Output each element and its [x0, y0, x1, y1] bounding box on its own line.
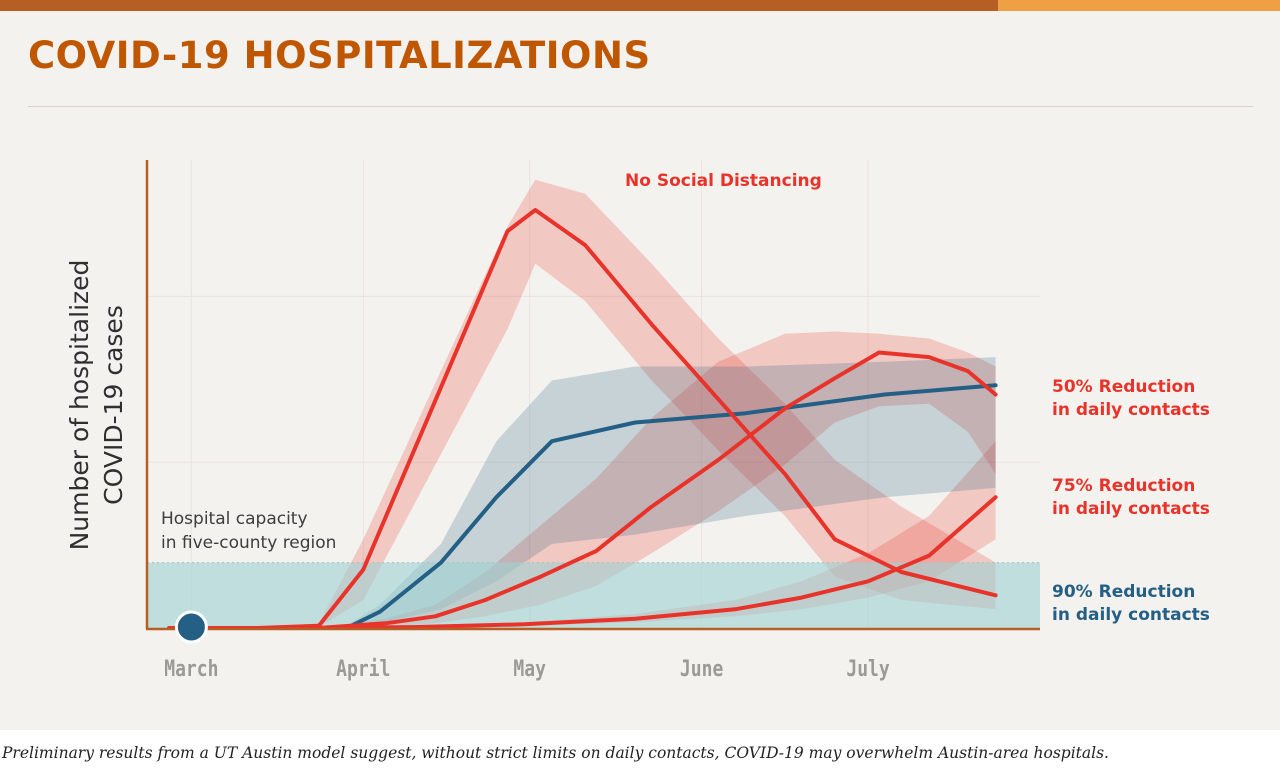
series-label-75-reduction-in-daily-contacts-line-2: in daily contacts	[1052, 499, 1210, 519]
hospital-capacity-label: Hospital capacity in five-county region	[161, 509, 336, 553]
x-tick-label-july: July	[846, 655, 889, 681]
hospital-capacity-label-line-2: in five-county region	[161, 533, 336, 553]
start-marker	[174, 610, 208, 644]
series-label-90-reduction-in-daily-contacts-line-1: 90% Reduction	[1052, 582, 1195, 602]
x-tick-label-june: June	[680, 655, 723, 681]
x-tick-label-april: April	[336, 655, 390, 681]
series-label-90-reduction-in-daily-contacts: 90% Reduction in daily contacts	[1052, 582, 1210, 625]
hospital-capacity-label-line-1: Hospital capacity	[161, 509, 308, 529]
series-label-50-reduction-in-daily-contacts: 50% Reduction in daily contacts	[1052, 377, 1210, 420]
series-label-50-reduction-in-daily-contacts-line-1: 50% Reduction	[1052, 377, 1195, 397]
series-label-no-social-distancing-line-1: No Social Distancing	[625, 171, 822, 191]
series-label-90-reduction-in-daily-contacts-line-2: in daily contacts	[1052, 605, 1210, 625]
figure-caption: Preliminary results from a UT Austin mod…	[2, 744, 1109, 762]
series-label-75-reduction-in-daily-contacts-line-1: 75% Reduction	[1052, 476, 1195, 496]
series-label-75-reduction-in-daily-contacts: 75% Reduction in daily contacts	[1052, 476, 1210, 519]
top-accent-bar	[0, 0, 998, 11]
x-tick-label-may: May	[513, 655, 546, 681]
series-label-50-reduction-in-daily-contacts-line-2: in daily contacts	[1052, 400, 1210, 420]
band-no-social-distancing	[169, 179, 996, 628]
band-90-reduction-in-daily-contacts	[169, 357, 996, 628]
x-tick-label-march: March	[164, 655, 218, 681]
chart-plot: March April May June July Hospital capacity in…	[145, 160, 1210, 681]
line-75-reduction-in-daily-contacts	[167, 495, 998, 630]
top-accent-bar-secondary	[998, 0, 1280, 11]
series-label-no-social-distancing: No Social Distancing	[625, 171, 822, 191]
chart-title: COVID-19 HOSPITALIZATIONS	[28, 34, 651, 77]
title-divider	[28, 106, 1253, 107]
